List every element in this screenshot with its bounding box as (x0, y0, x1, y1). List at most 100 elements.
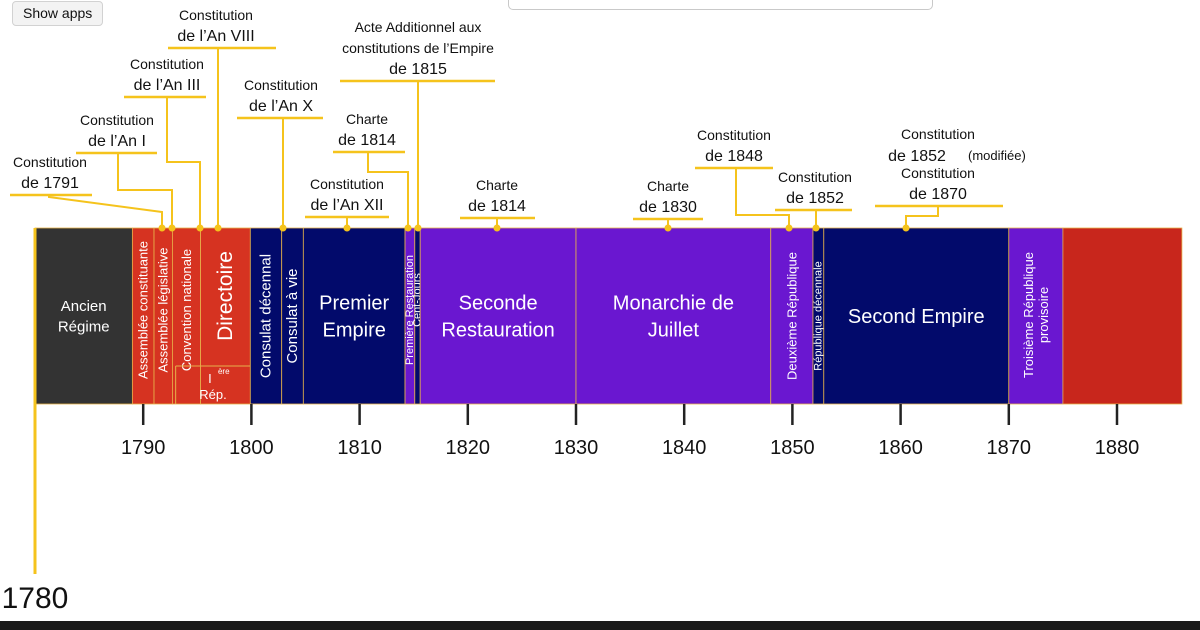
constitution-connector-constitution-1791 (48, 195, 163, 228)
period-directoire (200, 227, 251, 405)
constitution-label-constitution-1870-1: Constitution (901, 165, 975, 181)
constitution-label-charte-1814-top-1: Charte (346, 111, 388, 127)
show-apps-button[interactable]: Show apps (12, 1, 104, 26)
period-label-premier-empire-2: Empire (323, 320, 386, 342)
constitution-label-acte-additionnel-1815-2: constitutions de l’Empire (342, 40, 494, 56)
start-year-label: 1780 (2, 582, 69, 615)
axis-ticks: 1790 1800 1810 1820 1830 1840 1850 1860 1870 1880… (121, 404, 1140, 459)
constitution-label-constitution-an-xii-2: de l’An XII (311, 197, 384, 214)
constitution-label-constitution-1852-1: Constitution (778, 169, 852, 185)
period-label-assemblee-legislative: Assemblée législative (156, 247, 171, 372)
constitution-label-charte-1814-top-2: de 1814 (338, 132, 396, 149)
constitution-label-charte-1814-1: Charte (476, 177, 518, 193)
constitution-label-constitution-an-i-2: de l’An I (88, 133, 146, 150)
constitution-marker-constitution-an-x (279, 224, 287, 232)
period-label-second-empire: Second Empire (848, 306, 985, 328)
top-panel (508, 0, 933, 10)
constitution-label-constitution-1791-2: de 1791 (21, 175, 79, 192)
period-label-consulat-decennal: Consulat décennal (258, 254, 275, 378)
constitution-connectors (10, 46, 1003, 232)
constitution-marker-constitution-an-viii (214, 224, 222, 232)
constitution-label-constitution-an-x-2: de l’An X (249, 98, 313, 115)
period-label-ancien-regime-1: Ancien (61, 298, 107, 315)
constitution-label-constitution-1870-2: de 1870 (909, 186, 967, 203)
constitution-label-constitution-an-iii-1: Constitution (130, 56, 204, 72)
period-consulat-decennal (249, 227, 283, 405)
bottom-bar (0, 621, 1200, 630)
tick-label-1860: 1860 (878, 437, 923, 459)
constitution-label-acte-additionnel-1815-1: Acte Additionnel aux (355, 19, 482, 35)
period-label-deuxieme-republique: Deuxième République (784, 252, 799, 380)
tick-label-1810: 1810 (337, 437, 382, 459)
period-label-convention-nationale: Convention nationale (179, 249, 194, 371)
constitution-label-constitution-1852-modifiee-3: (modifiée) (968, 148, 1026, 163)
premiere-republique-label: I (208, 371, 212, 386)
constitution-marker-charte-1814-top (404, 224, 412, 232)
constitution-label-constitution-1791-1: Constitution (13, 154, 87, 170)
periods-layer: Ancien Régime Assemblée constituante Assemb… (34, 227, 1183, 405)
tick-label-1880: 1880 (1095, 437, 1140, 459)
period-second-empire (823, 227, 1010, 405)
constitution-connector-constitution-1848 (735, 168, 790, 228)
premiere-republique-bottom: Rép. (199, 387, 226, 402)
constitution-marker-constitution-an-xii (343, 224, 351, 232)
period-label-ancien-regime-2: Régime (58, 318, 110, 335)
constitution-label-constitution-1848-2: de 1848 (705, 148, 763, 165)
constitution-label-constitution-an-iii-2: de l’An III (134, 77, 201, 94)
period-label-republique-decennale: République décennale (812, 261, 824, 370)
constitution-label-charte-1830-2: de 1830 (639, 199, 697, 216)
period-troisieme-republique-provisoire (1008, 227, 1064, 405)
constitution-label-constitution-1852-modifiee-2: de 1852 (888, 148, 946, 165)
tick-label-1820: 1820 (446, 437, 491, 459)
constitution-connector-charte-1814-top (367, 152, 409, 228)
period-troisieme-republique (1062, 227, 1183, 405)
constitution-marker-constitution-1870 (902, 224, 910, 232)
period-label-assemblee-constituante: Assemblée constituante (136, 241, 151, 379)
constitution-marker-charte-1814 (493, 224, 501, 232)
constitution-connector-constitution-an-iii (166, 97, 201, 228)
period-label-premier-empire-1: Premier (319, 293, 389, 315)
constitution-label-charte-1830-1: Charte (647, 178, 689, 194)
constitution-marker-charte-1830 (664, 224, 672, 232)
constitution-marker-constitution-1848 (785, 224, 793, 232)
constitution-label-constitution-an-i-1: Constitution (80, 112, 154, 128)
period-seconde-restauration (419, 227, 577, 405)
tick-label-1790: 1790 (121, 437, 166, 459)
tick-label-1800: 1800 (229, 437, 274, 459)
constitution-marker-constitution-1852 (812, 224, 820, 232)
period-ancien-regime (34, 227, 133, 405)
constitution-label-constitution-1852-2: de 1852 (786, 190, 844, 207)
tick-label-1840: 1840 (662, 437, 707, 459)
period-label-monarchie-de-juillet-1: Monarchie de (613, 293, 734, 315)
constitution-label-constitution-an-x-1: Constitution (244, 77, 318, 93)
constitution-connector-constitution-1870 (905, 206, 939, 228)
constitution-marker-constitution-an-iii (196, 224, 204, 232)
tick-label-1850: 1850 (770, 437, 815, 459)
period-label-seconde-restauration-1: Seconde (459, 293, 538, 315)
constitution-label-constitution-1848-1: Constitution (697, 127, 771, 143)
period-label-seconde-restauration-2: Restauration (441, 320, 554, 342)
premiere-republique-sup: ère (218, 367, 230, 376)
constitution-label-charte-1814-2: de 1814 (468, 198, 526, 215)
period-label-monarchie-de-juillet-2: Juillet (648, 320, 700, 342)
constitution-label-acte-additionnel-1815-3: de 1815 (389, 61, 447, 78)
tick-label-1830: 1830 (554, 437, 599, 459)
constitution-label-constitution-an-xii-1: Constitution (310, 176, 384, 192)
period-convention-nationale (172, 227, 201, 405)
constitution-marker-constitution-an-i (168, 224, 176, 232)
constitution-label-constitution-an-viii-1: Constitution (179, 7, 253, 23)
period-label-premiere-restauration: Première Restauration (404, 255, 416, 365)
period-premier-empire (302, 227, 406, 405)
period-label-consulat-a-vie: Consulat à vie (284, 268, 301, 363)
tick-label-1870: 1870 (987, 437, 1032, 459)
period-deuxieme-republique (770, 227, 814, 405)
constitution-label-constitution-1852-modifiee-1: Constitution (901, 126, 975, 142)
period-monarchie-de-juillet (575, 227, 772, 405)
constitution-marker-constitution-1791 (158, 224, 166, 232)
period-label-troisieme-republique-provisoire-1: Troisième République (1021, 252, 1036, 378)
constitution-marker-acte-additionnel-1815 (414, 224, 422, 232)
period-label-troisieme-republique-provisoire-2: provisoire (1036, 287, 1051, 343)
constitution-connector-constitution-an-i (117, 153, 173, 228)
